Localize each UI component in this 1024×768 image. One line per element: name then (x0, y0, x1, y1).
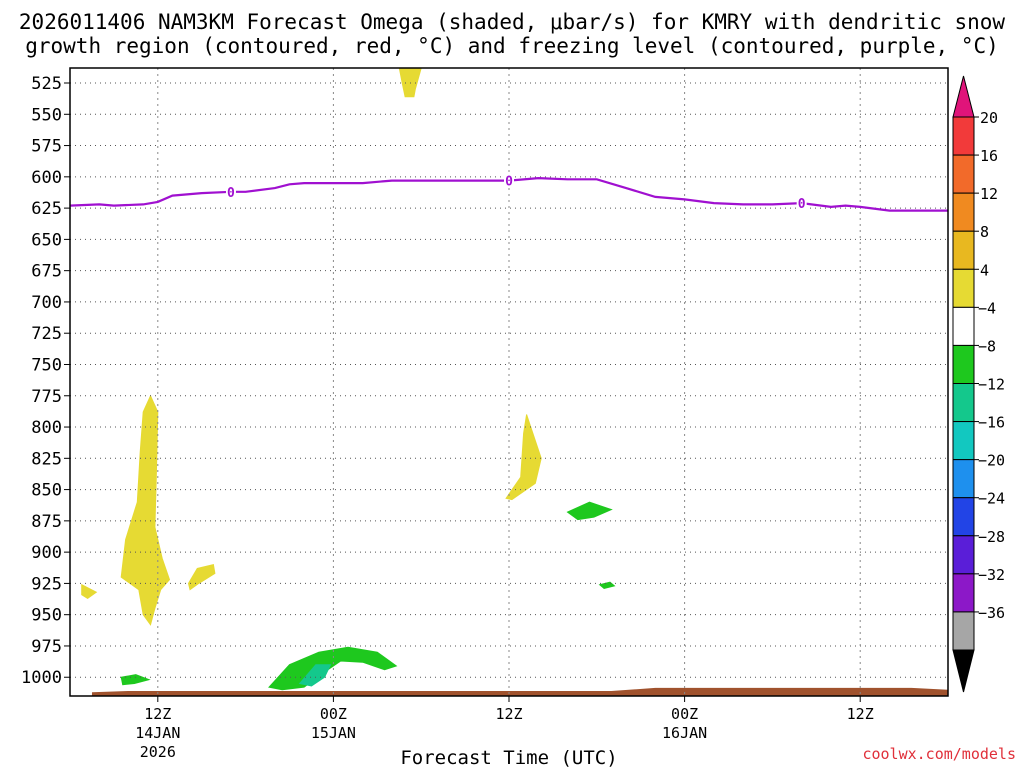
colorbar-band-13 (952, 611, 975, 651)
colorbar-bottom-arrow (952, 649, 975, 693)
omega-region-0 (398, 67, 422, 98)
colorbar-band-10 (952, 497, 975, 537)
y-tick-label-975: 975 (31, 637, 62, 657)
colorbar-label-1: 16 (980, 147, 998, 165)
colorbar-label-10: −24 (978, 490, 1005, 508)
omega-region-8 (268, 646, 398, 691)
omega-region-1 (120, 394, 171, 626)
freezing-level-label-2: 0 (798, 197, 806, 212)
colorbar-label-13: −36 (978, 604, 1005, 622)
chart-title-line2: growth region (contoured, red, °C) and f… (25, 34, 999, 58)
x-tick-label-0-0: 12Z (144, 705, 171, 723)
x-tick-label-3-1: 16JAN (662, 724, 707, 742)
colorbar-label-6: −8 (978, 337, 996, 355)
y-tick-label-625: 625 (31, 199, 62, 219)
freezing-level-label-1: 0 (505, 175, 513, 190)
colorbar-label-7: −12 (978, 376, 1005, 394)
x-tick-label-1-1: 15JAN (311, 724, 356, 742)
colorbar-band-1 (952, 154, 975, 194)
colorbar-label-12: −32 (978, 566, 1005, 584)
y-tick-label-700: 700 (31, 293, 62, 313)
omega-region-6 (598, 581, 616, 589)
colorbar-band-9 (952, 459, 975, 499)
colorbar-band-3 (952, 230, 975, 270)
colorbar-band-6 (952, 344, 975, 384)
y-tick-label-1000: 1000 (21, 668, 62, 688)
colorbar-label-5: −4 (978, 299, 996, 317)
y-tick-label-750: 750 (31, 355, 62, 375)
colorbar-band-2 (952, 192, 975, 232)
y-tick-label-825: 825 (31, 449, 62, 469)
y-tick-label-650: 650 (31, 230, 62, 250)
y-tick-label-850: 850 (31, 481, 62, 501)
y-tick-label-900: 900 (31, 543, 62, 563)
colorbar-band-4 (952, 268, 975, 308)
y-tick-label-950: 950 (31, 606, 62, 626)
omega-region-7 (120, 674, 151, 686)
omega-region-2 (81, 583, 98, 600)
x-tick-label-4-0: 12Z (847, 705, 874, 723)
x-tick-label-0-2: 2026 (140, 743, 176, 761)
colorbar-band-8 (952, 421, 975, 461)
colorbar-label-2: 12 (980, 185, 998, 203)
omega-region-5 (566, 501, 613, 521)
y-tick-label-725: 725 (31, 324, 62, 344)
y-tick-label-600: 600 (31, 168, 62, 188)
colorbar-top-arrow (952, 75, 975, 118)
colorbar-band-5 (952, 306, 975, 346)
colorbar-label-0: 20 (980, 109, 998, 127)
y-tick-label-675: 675 (31, 262, 62, 282)
colorbar-band-7 (952, 383, 975, 423)
colorbar-label-8: −16 (978, 414, 1005, 432)
colorbar-label-9: −20 (978, 452, 1005, 470)
omega-region-3 (187, 563, 216, 591)
y-tick-label-875: 875 (31, 512, 62, 532)
credit-text: coolwx.com/models (862, 745, 1016, 763)
y-tick-label-575: 575 (31, 137, 62, 157)
terrain-surface (91, 687, 948, 696)
colorbar-band-11 (952, 535, 975, 575)
colorbar-label-4: 4 (980, 261, 989, 279)
freezing-level-label-0: 0 (227, 186, 235, 201)
y-tick-label-525: 525 (31, 74, 62, 94)
x-axis-label: Forecast Time (UTC) (400, 747, 617, 768)
colorbar-label-11: −28 (978, 528, 1005, 546)
y-tick-label-775: 775 (31, 387, 62, 407)
colorbar-label-3: 8 (980, 223, 989, 241)
freezing-label-bg-2 (796, 196, 807, 211)
colorbar-band-12 (952, 573, 975, 613)
colorbar-band-0 (952, 116, 975, 156)
y-tick-label-800: 800 (31, 418, 62, 438)
y-tick-label-925: 925 (31, 574, 62, 594)
freezing-label-bg-0 (225, 184, 236, 199)
omega-region-9 (298, 664, 332, 687)
y-tick-label-550: 550 (31, 105, 62, 125)
x-tick-label-3-0: 00Z (671, 705, 698, 723)
x-tick-label-0-1: 14JAN (135, 724, 180, 742)
x-tick-label-2-0: 12Z (495, 705, 522, 723)
freezing-label-bg-1 (504, 173, 514, 188)
omega-region-4 (505, 414, 542, 501)
x-tick-label-1-0: 00Z (320, 705, 347, 723)
freezing-level-line (69, 176, 948, 212)
chart-title-line1: 2026011406 NAM3KM Forecast Omega (shaded… (18, 10, 1006, 34)
